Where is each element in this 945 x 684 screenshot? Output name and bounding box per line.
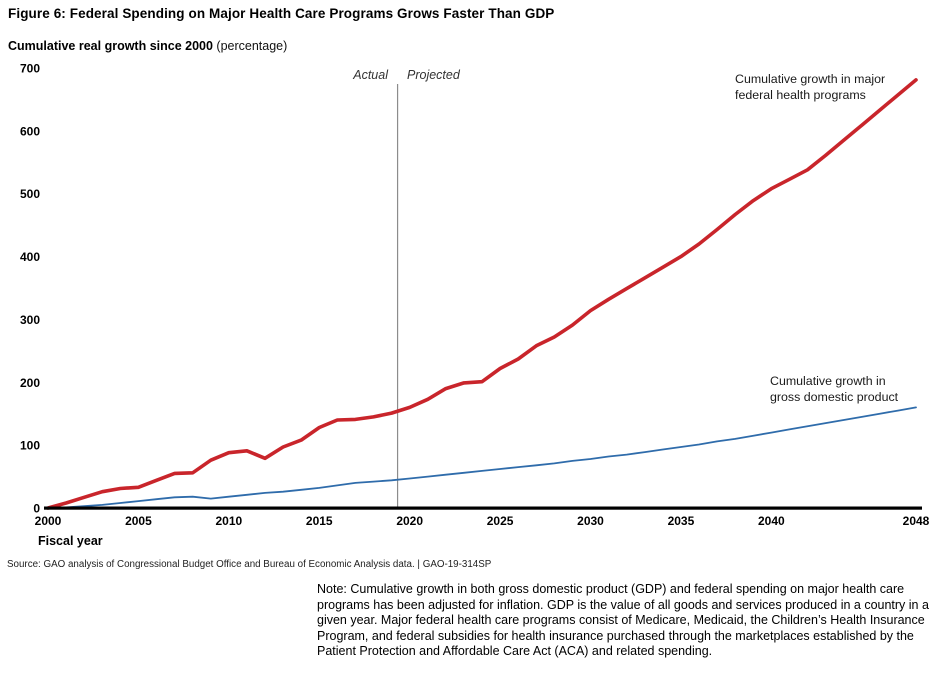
line-chart: 0 100 200 300 400 500 600 700 2000 2005 2010 2015 20… [20,62,930,529]
x-tick-label: 2005 [125,514,152,528]
y-tick-label: 0 [33,502,40,516]
actual-period-label: Actual [353,68,388,82]
x-axis-title: Fiscal year [38,534,103,548]
x-tick-label: 2035 [668,514,695,528]
x-tick-label: 2048 [903,514,930,528]
x-tick-label: 2040 [758,514,785,528]
source-citation: Source: GAO analysis of Congressional Bu… [7,559,492,570]
y-tick-label: 400 [20,250,40,264]
gdp-line [47,406,917,509]
y-tick-label: 200 [20,376,40,390]
gdp-series-label: Cumulative growth in gross domestic prod… [770,373,898,405]
gdp-series-label-line1: Cumulative growth in [770,374,886,388]
x-tick-label: 2010 [215,514,242,528]
x-tick-label: 2015 [306,514,333,528]
x-tick-label: 2030 [577,514,604,528]
gdp-series-label-line2: gross domestic product [770,390,899,404]
health-programs-series-label-line1: Cumulative growth in major [735,72,886,86]
figure-title: Figure 6: Federal Spending on Major Heal… [8,6,555,21]
y-tick-label: 300 [20,313,40,327]
health-programs-series-label: Cumulative growth in major federal healt… [735,71,885,103]
x-tick-label: 2020 [396,514,423,528]
note-text: Note: Cumulative growth in both gross do… [317,582,929,659]
health-programs-series-label-line2: federal health programs [735,88,866,102]
x-axis-line [44,506,922,510]
y-tick-label: 600 [20,124,40,138]
y-tick-label: 500 [20,187,40,201]
x-tick-label: 2000 [35,514,62,528]
y-axis-title: Cumulative real growth since 2000 (perce… [8,39,287,53]
y-tick-label: 100 [20,439,40,453]
y-axis-title-bold: Cumulative real growth since 2000 [8,39,213,53]
x-tick-label: 2025 [487,514,514,528]
projected-period-label: Projected [407,68,460,82]
health-programs-line [46,78,918,510]
y-axis-title-units: (percentage) [212,39,288,53]
y-tick-label: 700 [20,62,40,76]
